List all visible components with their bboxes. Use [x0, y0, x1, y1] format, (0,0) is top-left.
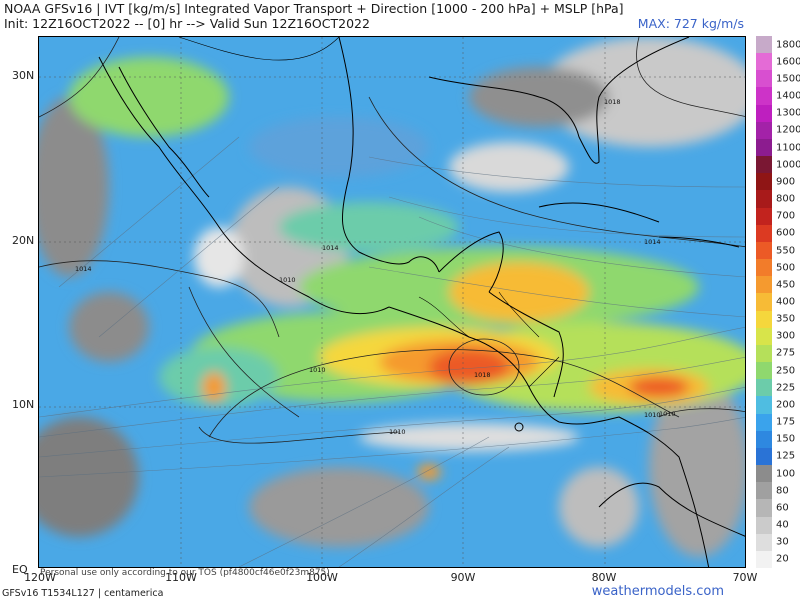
ivt-colorbar: [756, 36, 772, 569]
isobar-label: 1010: [279, 276, 296, 284]
colorbar-cell: [756, 447, 772, 466]
colorbar-level-label: 225: [776, 382, 796, 394]
isobar-label: 1014: [75, 265, 92, 273]
colorbar-cell: [756, 293, 772, 312]
isobar-label: 1014: [322, 244, 339, 252]
lon-label: 110W: [165, 571, 197, 584]
max-value-label: MAX: 727 kg/m/s: [637, 16, 744, 31]
colorbar-cell: [756, 70, 772, 88]
mslp-isobars: [39, 37, 745, 444]
colorbar-level-label: 80: [776, 485, 789, 497]
lon-label: 100W: [306, 571, 338, 584]
colorbar-cell: [756, 499, 772, 517]
lon-label: 80W: [591, 571, 617, 584]
colorbar-cell: [756, 516, 772, 535]
colorbar-cell: [756, 276, 772, 294]
colorbar-level-label: 20: [776, 553, 789, 565]
colorbar-cell: [756, 533, 772, 552]
ivt-map[interactable]: 1018 1014 1014 1010 1014 1010 1018 1010 …: [38, 36, 746, 568]
colorbar-cell: [756, 310, 772, 329]
isobar-label: 1010: [644, 411, 661, 419]
colorbar-level-label: 1100: [776, 142, 800, 154]
colorbar-cell: [756, 190, 772, 209]
colorbar-level-label: 30: [776, 536, 789, 548]
colorbar-level-label: 1300: [776, 107, 800, 119]
colorbar-level-label: 175: [776, 416, 796, 428]
coastlines: [98, 37, 745, 567]
colorbar-cell: [756, 173, 772, 191]
lon-label: 70W: [732, 571, 758, 584]
colorbar-cell: [756, 413, 772, 432]
ivt-streamlines: [39, 136, 745, 567]
isobar-label: 1010: [389, 428, 406, 436]
lon-label: 120W: [24, 571, 56, 584]
colorbar-cell: [756, 259, 772, 277]
lat-label: 30N: [12, 69, 35, 82]
lat-label: 20N: [12, 234, 35, 247]
colorbar-level-label: 1400: [776, 90, 800, 102]
isobar-label: 1014: [644, 238, 661, 246]
isobar-labels: 1018 1014 1014 1010 1014 1010 1018 1010 …: [75, 98, 676, 436]
colorbar-level-label: 40: [776, 519, 789, 531]
colorbar-cell: [756, 482, 772, 500]
colorbar-cell: [756, 396, 772, 415]
colorbar-level-label: 350: [776, 313, 796, 325]
colorbar-level-label: 60: [776, 502, 789, 514]
colorbar-level-label: 1800: [776, 39, 800, 51]
colorbar-cell: [756, 362, 772, 380]
colorbar-cell: [756, 379, 772, 397]
isobar-label: 1018: [474, 371, 491, 379]
colorbar-cell: [756, 224, 772, 243]
colorbar-level-label: 1600: [776, 56, 800, 68]
borders: [178, 37, 560, 388]
colorbar-cell: [756, 241, 772, 260]
colorbar-level-label: 700: [776, 210, 796, 222]
colorbar-cell: [756, 138, 772, 157]
colorbar-level-label: 450: [776, 279, 796, 291]
colorbar-cell: [756, 87, 772, 106]
model-info: GFSv16 T1534L127 | centamerica: [2, 588, 164, 599]
colorbar-level-label: 250: [776, 365, 796, 377]
map-canvas: 1018 1014 1014 1010 1014 1010 1018 1010 …: [39, 37, 745, 567]
init-valid-line: Init: 12Z16OCT2022 -- [0] hr --> Valid S…: [4, 16, 370, 31]
colorbar-cell: [756, 121, 772, 140]
colorbar-cell: [756, 327, 772, 346]
colorbar-cell: [756, 207, 772, 226]
colorbar-level-label: 800: [776, 193, 796, 205]
lat-label: 10N: [12, 398, 35, 411]
colorbar-level-label: 400: [776, 296, 796, 308]
site-link[interactable]: weathermodels.com: [591, 584, 724, 599]
isobar-label: 1018: [604, 98, 621, 106]
disclaimer-text: Personal use only according to our TOS (…: [40, 568, 330, 578]
colorbar-level-label: 1000: [776, 159, 800, 171]
lat-label: EQ: [12, 563, 28, 576]
colorbar-level-label: 125: [776, 450, 796, 462]
colorbar-level-label: 275: [776, 347, 796, 359]
colorbar-level-label: 200: [776, 399, 796, 411]
colorbar-level-label: 1500: [776, 73, 800, 85]
isobar-label: 1010: [309, 366, 326, 374]
isobar-label: 1010: [659, 410, 676, 418]
colorbar-cell: [756, 104, 772, 123]
colorbar-level-label: 500: [776, 262, 796, 274]
colorbar-cell: [756, 430, 772, 449]
colorbar-cell: [756, 53, 772, 71]
chart-title: NOAA GFSv16 | IVT [kg/m/s] Integrated Va…: [4, 1, 624, 16]
colorbar-level-label: 550: [776, 245, 796, 257]
colorbar-level-label: 150: [776, 433, 796, 445]
colorbar-level-label: 1200: [776, 124, 800, 136]
colorbar-cell: [756, 344, 772, 363]
colorbar-level-label: 600: [776, 227, 796, 239]
colorbar-level-label: 300: [776, 330, 796, 342]
colorbar-cell: [756, 156, 772, 174]
graticule: [39, 37, 745, 567]
colorbar-level-label: 100: [776, 468, 796, 480]
colorbar-cell: [756, 550, 772, 569]
ivt-field-shading: [39, 37, 745, 557]
lon-label: 90W: [450, 571, 476, 584]
colorbar-level-label: 900: [776, 176, 796, 188]
colorbar-cell: [756, 36, 772, 54]
colorbar-cell: [756, 465, 772, 483]
